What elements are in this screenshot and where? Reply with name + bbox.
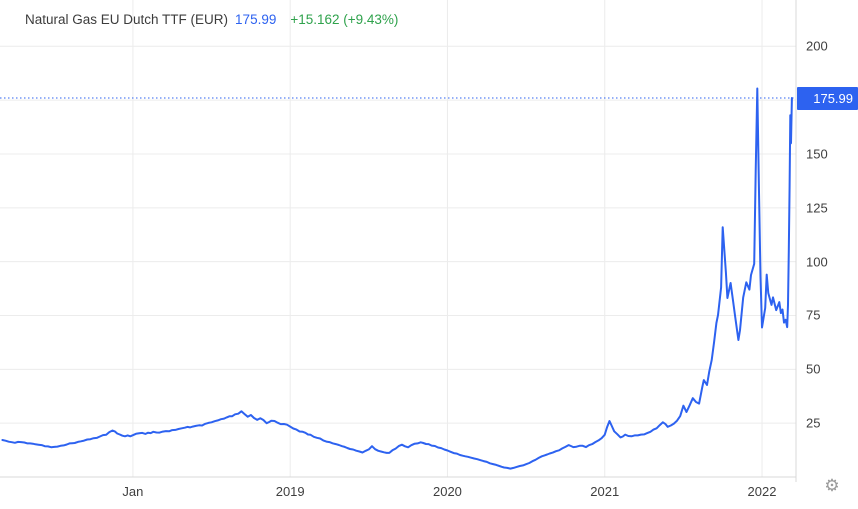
current-price-badge: 175.99: [797, 86, 858, 110]
y-axis-tick-label: 50: [806, 361, 821, 377]
y-axis-tick-label: 125: [806, 200, 828, 216]
price-line-series: [1, 87, 793, 470]
x-axis-tick-label: Jan: [122, 484, 144, 499]
last-price-value: 175.99: [235, 12, 277, 27]
instrument-name: Natural Gas EU Dutch TTF (EUR): [25, 12, 229, 27]
x-axis-tick-label: 2021: [590, 484, 620, 499]
y-axis-tick-label: 150: [806, 146, 828, 162]
gear-icon: ⚙: [824, 476, 840, 495]
chart-header: Natural Gas EU Dutch TTF (EUR) 175.99 +15.…: [25, 11, 398, 29]
y-axis-tick-label: 200: [806, 38, 828, 54]
settings-gear-icon[interactable]: ⚙: [821, 475, 843, 497]
y-axis-tick-label: 100: [806, 254, 828, 270]
y-axis-tick-label: 25: [806, 415, 821, 431]
x-axis-tick-label: 2020: [432, 484, 462, 499]
price-change-value: +15.162 (+9.43%): [290, 12, 399, 27]
x-axis-tick-label: 2019: [275, 484, 305, 499]
x-axis-tick-label: 2022: [747, 484, 777, 499]
y-axis-tick-label: 75: [806, 307, 821, 323]
